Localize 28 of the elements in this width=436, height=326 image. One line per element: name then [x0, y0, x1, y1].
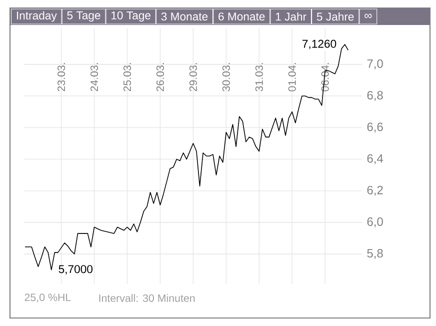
text: 3 Monate — [161, 12, 208, 21]
x-tick-label: 24.03. — [90, 63, 98, 92]
text: 6 Monate — [218, 12, 265, 21]
y-tick-label: 6,8 — [367, 91, 383, 101]
text: 5 Tage — [67, 11, 100, 22]
x-tick-label: 23.03. — [57, 63, 66, 92]
text: ∞ — [364, 14, 372, 18]
x-tick-label: 01.04. — [288, 63, 296, 92]
x-tick-label: 26.03. — [156, 63, 164, 92]
y-tick-label: 7,0 — [367, 59, 383, 70]
x-tick-label: 31.03. — [255, 63, 263, 92]
x-tick-label: 25.03. — [123, 63, 131, 92]
y-tick-label: 6,0 — [367, 217, 383, 228]
annotation: 5,7000 — [58, 265, 93, 274]
text: Intervall: 30 Minuten — [99, 294, 195, 302]
x-tick-label: 29.03. — [189, 63, 197, 92]
text: 1 Jahr — [276, 12, 306, 21]
x-tick-label: 06.04. — [321, 63, 329, 92]
text: 10 Tage — [112, 11, 150, 22]
y-tick-label: 6,6 — [367, 122, 383, 133]
text: 5 Jahre — [316, 12, 354, 21]
y-tick-label: 6,4 — [367, 154, 384, 164]
y-tick-label: 6,2 — [367, 186, 383, 196]
x-tick-label: 30.03. — [222, 63, 230, 92]
annotation: 7,1260 — [302, 40, 336, 50]
text: Intraday — [16, 11, 57, 22]
text: 25,0 %HL — [24, 294, 71, 302]
y-tick-label: 5,8 — [367, 249, 383, 259]
